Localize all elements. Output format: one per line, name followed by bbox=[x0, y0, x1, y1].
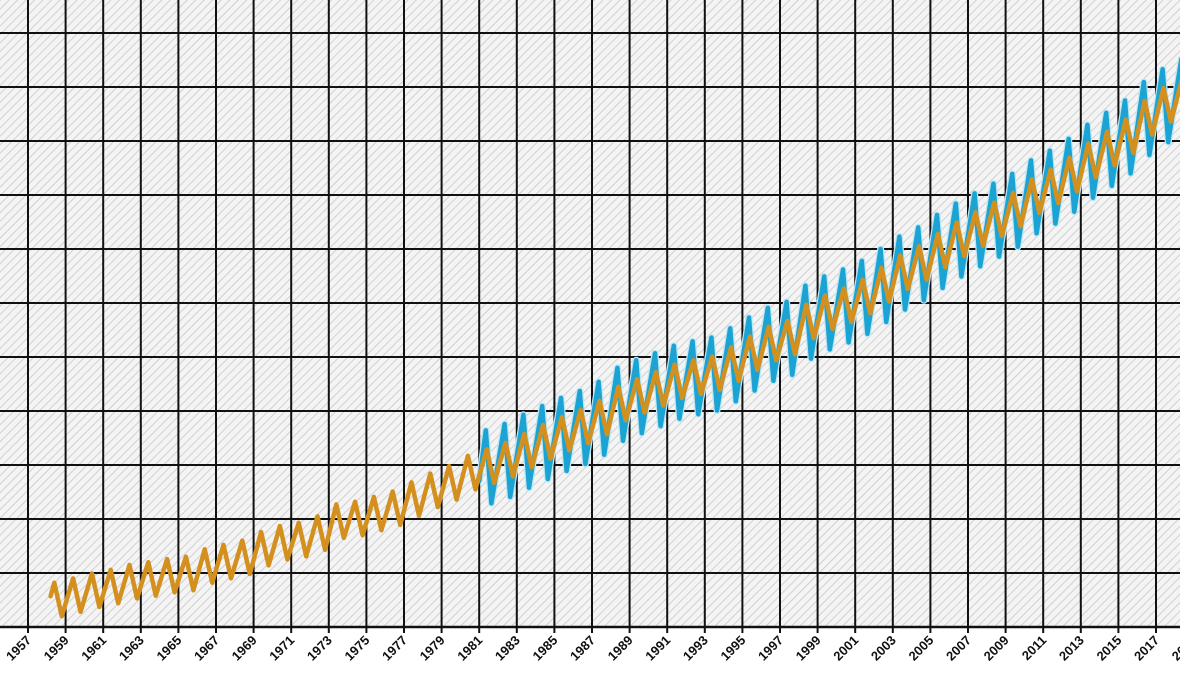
x-tick-label: 2003 bbox=[868, 633, 899, 664]
plot-background bbox=[0, 0, 1180, 627]
x-tick-label: 1981 bbox=[454, 633, 485, 664]
x-tick-label: 2011 bbox=[1019, 633, 1050, 664]
x-tick-label: 1973 bbox=[304, 633, 335, 664]
x-tick-label: 1969 bbox=[229, 633, 260, 664]
x-tick-label: 2019 bbox=[1169, 633, 1180, 664]
x-tick-label: 1999 bbox=[793, 633, 824, 664]
x-tick-label: 1995 bbox=[717, 633, 748, 664]
series-line-2 bbox=[48, 77, 1180, 619]
x-tick-label: 1983 bbox=[492, 633, 523, 664]
x-tick-label: 1971 bbox=[266, 633, 297, 664]
x-tick-label: 1993 bbox=[680, 633, 711, 664]
x-tick-label: 2001 bbox=[830, 633, 861, 664]
x-tick-label: 1963 bbox=[116, 633, 147, 664]
x-tick-label: 2017 bbox=[1131, 633, 1162, 664]
x-tick-label: 1987 bbox=[567, 633, 598, 664]
x-tick-label: 2007 bbox=[943, 633, 974, 664]
x-tick-label: 2015 bbox=[1093, 633, 1124, 664]
x-tick-label: 1979 bbox=[417, 633, 448, 664]
x-tick-label: 1989 bbox=[605, 633, 636, 664]
x-tick-label: 1977 bbox=[379, 633, 410, 664]
x-tick-label: 1959 bbox=[41, 633, 72, 664]
x-tick-label: 1957 bbox=[3, 633, 34, 664]
x-tick-label: 2013 bbox=[1056, 633, 1087, 664]
x-tick-label: 1975 bbox=[341, 633, 372, 664]
x-tick-label: 1961 bbox=[78, 633, 109, 664]
x-tick-label: 1991 bbox=[642, 633, 673, 664]
x-tick-label: 2005 bbox=[905, 633, 936, 664]
x-axis: 1957 1959 1961 1963 1965 1967 1969 1971 1973 1975… bbox=[3, 633, 1180, 664]
x-tick-label: 1997 bbox=[755, 633, 786, 664]
x-tick-label: 2009 bbox=[981, 633, 1012, 664]
grid bbox=[0, 0, 1180, 633]
x-tick-label: 1965 bbox=[153, 633, 184, 664]
x-tick-label: 1967 bbox=[191, 633, 222, 664]
x-tick-label: 1985 bbox=[529, 633, 560, 664]
series-group bbox=[48, 55, 1180, 619]
